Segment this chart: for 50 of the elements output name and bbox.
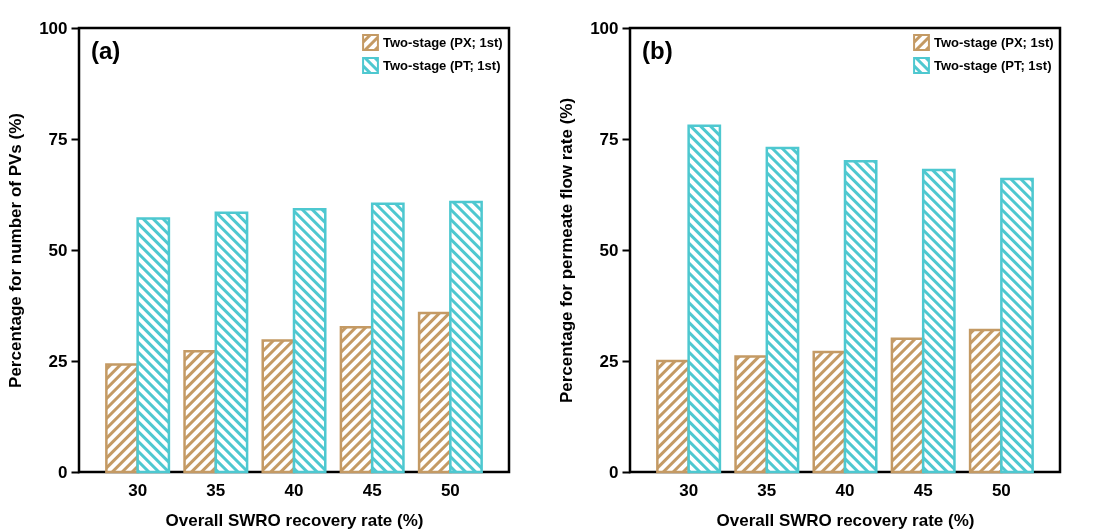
bar [812,350,847,474]
x-tick-label: 30 [679,480,699,500]
y-tick-label: 0 [58,462,68,482]
bar [687,124,722,474]
bar [183,349,218,474]
x-tick-label: 45 [362,480,382,500]
x-axis-title: Overall SWRO recovery rate (%) [165,510,424,530]
x-tick-label: 35 [206,480,226,500]
legend-label: Two-stage (PX; 1st) [383,34,503,50]
bar [292,207,327,474]
bar [656,359,690,474]
bar [734,355,769,474]
bar [449,200,483,474]
bar [417,311,452,474]
bar [339,326,374,474]
legend-label: Two-stage (PX; 1st) [934,34,1054,50]
x-axis-title: Overall SWRO recovery rate (%) [716,510,975,530]
x-tick-label: 50 [991,480,1011,500]
y-tick-label: 50 [48,240,68,260]
bar [261,339,296,474]
y-tick-label: 0 [609,462,619,482]
y-tick-label: 75 [599,129,619,149]
bar [370,202,405,474]
bar [1000,177,1034,474]
bar [921,168,956,474]
x-tick-label: 45 [913,480,933,500]
chart-title: (a) [91,37,121,64]
bar [765,146,800,474]
bar [136,217,171,474]
x-tick-label: 35 [757,480,777,500]
legend-label: Two-stage (PT; 1st) [383,57,501,73]
x-tick-label: 40 [284,480,304,500]
y-tick-label: 75 [48,129,68,149]
y-tick-label: 25 [48,351,68,371]
chart-title: (b) [642,37,673,64]
y-axis-title: Percentage for permeate flow rate (%) [557,97,577,404]
bar [105,363,139,474]
y-tick-label: 100 [590,18,619,38]
y-tick-label: 100 [39,18,68,38]
y-tick-label: 25 [599,351,619,371]
bar [968,328,1003,474]
bar [890,337,925,474]
x-tick-label: 40 [835,480,855,500]
bar [214,211,249,474]
legend-label: Two-stage (PT; 1st) [934,57,1052,73]
x-tick-label: 50 [440,480,460,500]
y-axis-title: Percentage for number of PVs (%) [6,113,26,388]
bar [843,159,878,474]
y-tick-label: 50 [599,240,619,260]
x-tick-label: 30 [128,480,148,500]
